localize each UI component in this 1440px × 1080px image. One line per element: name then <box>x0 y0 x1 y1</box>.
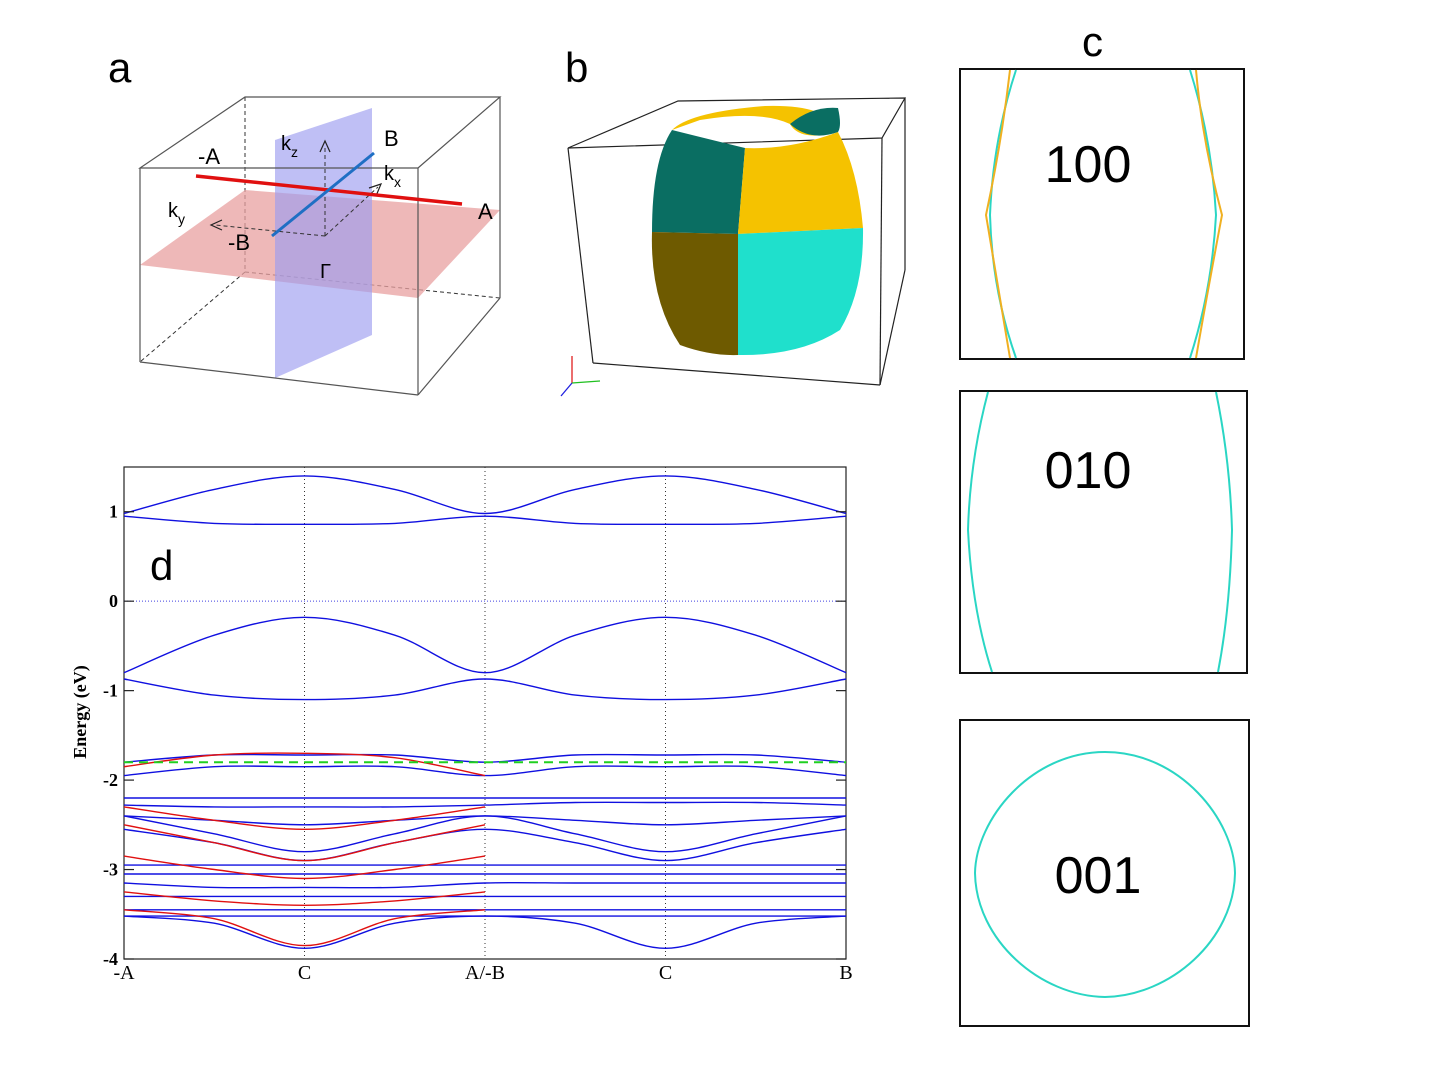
box-top <box>567 97 907 149</box>
plot-frame <box>123 466 847 960</box>
box-edge-hidden <box>139 271 246 363</box>
surface-patch-yellow-dark <box>651 232 738 356</box>
y-tick-label: 1 <box>109 502 118 522</box>
slice-label: 100 <box>1045 136 1132 194</box>
label-a: A <box>478 199 493 224</box>
x-tick-label: -A <box>113 962 135 984</box>
panel-label-c: c <box>1082 18 1103 65</box>
triad-z-axis <box>560 382 573 397</box>
band-vb6 <box>123 801 847 808</box>
y-ticks: 1 0 -1 -2 -3 -4 <box>103 502 846 969</box>
y-tick-label: -1 <box>103 681 118 701</box>
band-lines <box>123 475 847 950</box>
y-tick-label: 0 <box>109 591 118 611</box>
x-tick-label: C <box>659 962 672 984</box>
band-cb_upper <box>123 475 847 515</box>
kz-arrowhead-icon <box>319 139 331 153</box>
label-kx: kx <box>384 163 401 190</box>
panel-label-a: a <box>108 44 132 91</box>
label-kz: kz <box>281 133 298 160</box>
label-minus-b: -B <box>228 230 250 255</box>
band-red6 <box>123 909 486 947</box>
panel-b-fermi-surface <box>560 97 907 397</box>
symmetry-lines <box>124 467 846 959</box>
box-edge <box>139 361 419 396</box>
band-cb_lower <box>123 515 847 526</box>
band-vb16 <box>123 915 847 950</box>
triad-y-axis <box>571 380 601 384</box>
panel-label-b: b <box>565 44 588 91</box>
fermi-contour-orange <box>1195 69 1224 359</box>
panel-c-slice-001: 001 <box>959 719 1250 1027</box>
slice-label: 010 <box>1045 442 1132 500</box>
fermi-contour-cyan <box>966 391 993 673</box>
panel-label-d: d <box>150 542 173 589</box>
slice-frame <box>959 68 1245 360</box>
slice-frame <box>959 390 1248 674</box>
label-ky: ky <box>168 200 185 227</box>
slice-label: 001 <box>1055 847 1142 905</box>
ky-axis <box>214 224 326 237</box>
band-red4 <box>123 855 486 880</box>
band-vb2 <box>123 678 847 701</box>
label-b: B <box>384 126 399 151</box>
label-minus-a: -A <box>198 144 220 169</box>
fermi-contour-cyan <box>973 750 1237 999</box>
x-tick-label: A/-B <box>465 962 505 984</box>
y-tick-label: -2 <box>103 770 118 790</box>
panel-c-slice-010: 010 <box>959 390 1248 674</box>
kx-arrowhead-icon <box>368 183 383 197</box>
panel-c-slice-100: 100 <box>959 68 1245 360</box>
surface-patch-yellow <box>738 132 863 234</box>
band-vb1 <box>123 616 847 674</box>
box-edge <box>567 147 594 364</box>
x-ticks: -A C A/-B C B <box>113 962 852 984</box>
panel-d-band-structure: 1 0 -1 -2 -3 -4 -A C A/-B C B Energy (eV) d <box>70 466 853 984</box>
ky-arrowhead-icon <box>209 219 223 231</box>
y-tick-label: -4 <box>103 949 118 969</box>
label-gamma: Γ <box>320 261 331 283</box>
box-edge <box>879 137 883 386</box>
path-line-b <box>271 151 375 238</box>
panel-a-brillouin-zone: -A A B -B Γ kz kx ky <box>138 96 502 396</box>
y-axis-label: Energy (eV) <box>70 665 91 758</box>
surface-patch-teal-dark <box>652 130 745 234</box>
band-vb9 <box>123 815 847 853</box>
fermi-contour-cyan <box>1215 391 1234 673</box>
band-red2 <box>123 806 486 831</box>
fermi-contour-orange <box>984 69 1011 359</box>
band-red3 <box>123 824 486 862</box>
box-edge <box>879 269 906 386</box>
kx-axis <box>324 186 379 237</box>
x-tick-label: C <box>298 962 311 984</box>
slice-frame <box>959 719 1250 1027</box>
y-tick-label: -3 <box>103 860 118 880</box>
x-tick-label: B <box>839 962 852 984</box>
band-red5 <box>123 891 486 907</box>
surface-rim-teal-dark <box>790 107 840 136</box>
surface-patch-teal <box>738 228 864 356</box>
band-vb12 <box>123 881 846 889</box>
box-edge <box>592 362 881 386</box>
box-edge <box>417 297 501 396</box>
